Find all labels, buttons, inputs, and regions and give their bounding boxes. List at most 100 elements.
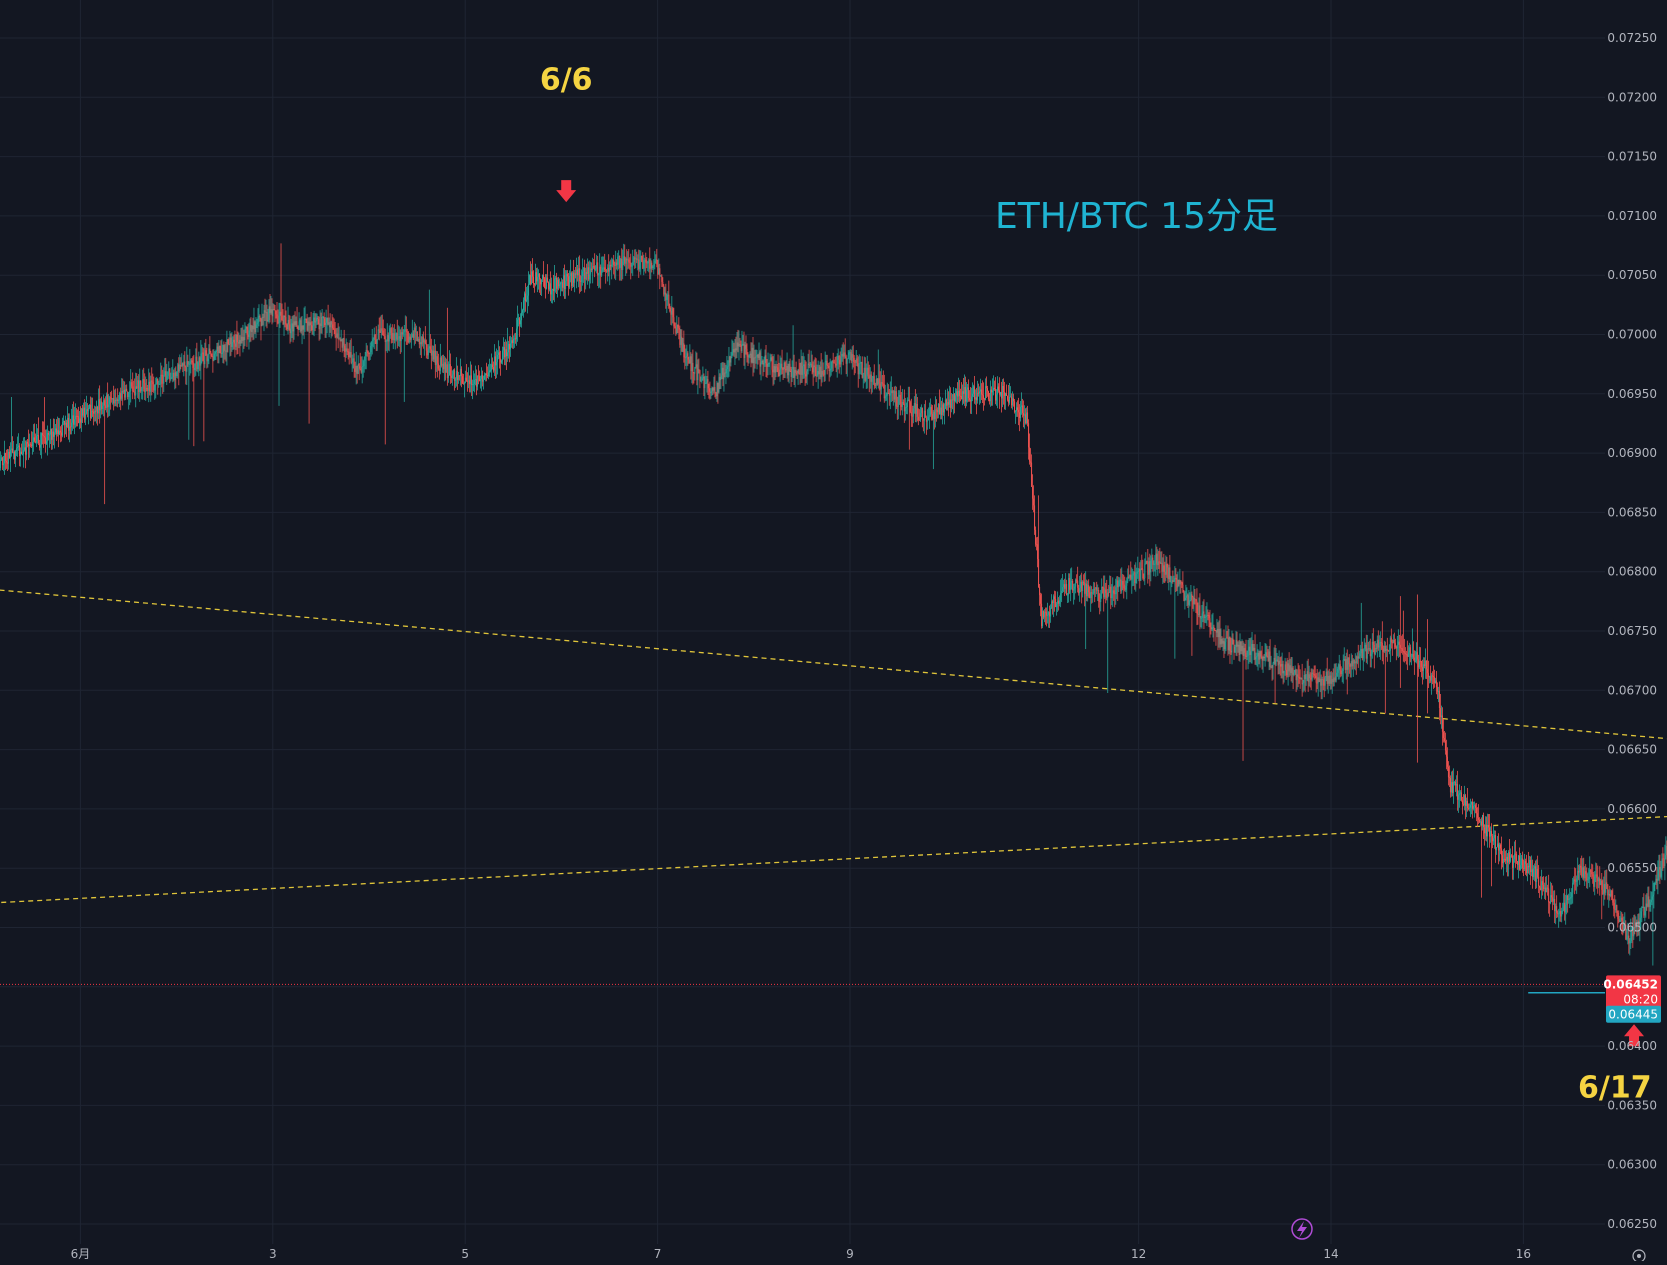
candle-1346 [702, 367, 703, 381]
candle-1290 [646, 257, 647, 268]
candle-1016 [372, 329, 373, 355]
candle-body [953, 394, 954, 400]
candle-body [681, 337, 682, 352]
candle-body [600, 267, 601, 276]
candle-1123 [479, 371, 480, 382]
candle-1540 [897, 397, 898, 420]
candle-body [58, 430, 59, 434]
candle-body [170, 379, 171, 380]
candle-body [337, 334, 338, 338]
candle-body [802, 362, 803, 375]
candle-body [271, 309, 272, 316]
candle-1421 [778, 354, 779, 377]
candle-1057 [413, 330, 414, 340]
candle-1286 [642, 252, 643, 269]
candle-765 [120, 388, 121, 411]
candle-1550 [907, 397, 908, 414]
candle-1332 [688, 357, 689, 364]
candle-body [147, 388, 148, 391]
candle-body [220, 353, 221, 354]
candle-1463 [820, 361, 821, 379]
candle-688 [43, 422, 44, 448]
candle-body [443, 364, 444, 369]
candle-1100 [456, 357, 457, 386]
candle-1397 [754, 345, 755, 373]
candle-1629 [986, 376, 987, 398]
candle-body [920, 413, 921, 421]
candle-body [447, 364, 448, 378]
candle-1037 [393, 328, 394, 350]
candle-body [237, 342, 238, 343]
candle-1478 [835, 357, 836, 368]
candle-1032 [388, 332, 389, 350]
candle-body [521, 313, 522, 321]
candle-body [218, 346, 219, 353]
candle-1046 [402, 326, 403, 339]
candle-body [765, 355, 766, 363]
candle-body [397, 333, 398, 340]
candle-651 [6, 450, 7, 469]
candle-body [137, 380, 138, 388]
candle-body [26, 442, 27, 455]
candle-660 [15, 450, 16, 467]
candle-body [985, 386, 986, 400]
candle-648 [3, 456, 4, 471]
candle-1258 [614, 262, 615, 279]
candle-930 [286, 310, 287, 330]
candle-962 [318, 316, 319, 325]
candle-body [791, 371, 792, 377]
candle-body [530, 275, 531, 284]
candle-1496 [853, 345, 854, 367]
candle-1199 [555, 276, 556, 293]
candle-1210 [566, 270, 567, 286]
candle-body [632, 262, 633, 265]
candle-1087 [443, 355, 444, 373]
candle-1306 [662, 277, 663, 287]
candle-906 [261, 304, 262, 326]
candle-body [148, 382, 149, 391]
candle-1493 [850, 349, 851, 360]
candle-body [868, 368, 869, 377]
candle-1379 [735, 337, 736, 359]
candle-928 [284, 315, 285, 336]
candle-1412 [769, 363, 770, 367]
candle-body [796, 370, 797, 373]
candle-1223 [579, 255, 580, 293]
candle-1588 [945, 390, 946, 409]
candle-1459 [816, 358, 817, 382]
candle-1445 [802, 356, 803, 383]
candle-body [573, 273, 574, 283]
candle-body [254, 321, 255, 332]
candle-993 [349, 343, 350, 365]
candle-body [66, 423, 67, 427]
candle-713 [68, 413, 69, 439]
candle-1373 [729, 356, 730, 372]
candle-712 [67, 406, 68, 428]
candle-1646 [1003, 378, 1004, 404]
candle-body [3, 463, 4, 465]
candle-915 [270, 296, 271, 315]
candle-body [701, 378, 702, 380]
candle-body [87, 409, 88, 411]
candle-body [19, 446, 20, 456]
candle-1572 [929, 403, 930, 429]
candle-body [426, 344, 427, 351]
candle-1365 [721, 362, 722, 379]
candle-body [323, 317, 324, 318]
candle-1000 [356, 352, 357, 385]
candle-1257 [613, 255, 614, 274]
candle-753 [108, 394, 109, 417]
candle-body [676, 325, 677, 334]
candle-body [879, 378, 880, 383]
candle-body [720, 375, 721, 380]
candle-body [657, 264, 658, 274]
candle-body [909, 400, 910, 403]
candle-989 [345, 344, 346, 362]
candle-body [667, 295, 668, 296]
candle-body [6, 461, 7, 463]
candle-1109 [465, 371, 466, 384]
candle-body [987, 388, 988, 391]
